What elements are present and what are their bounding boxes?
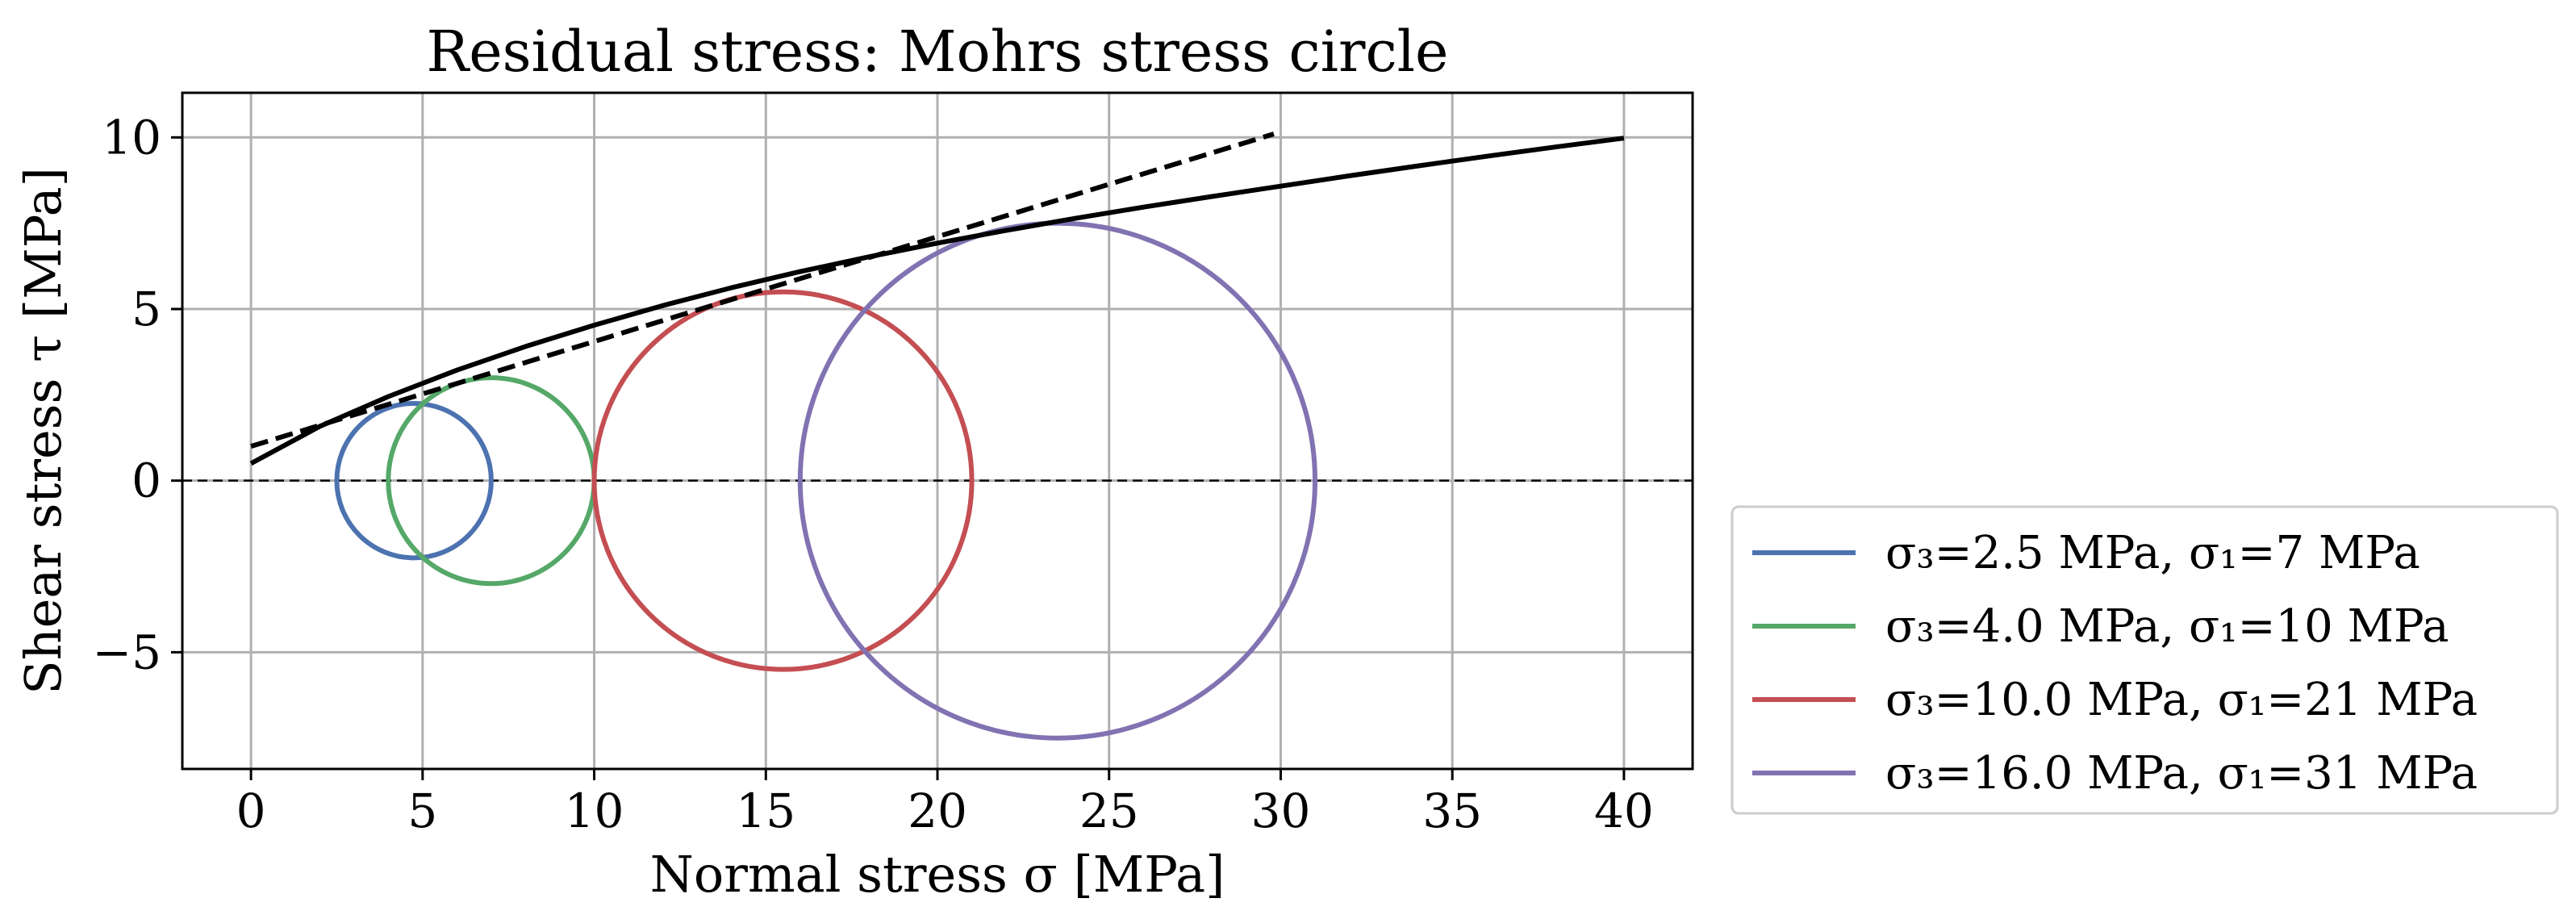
legend-label-4: σ₃=16.0 MPa, σ₁=31 MPa: [1885, 747, 2478, 800]
y-tick-label: 0: [132, 453, 161, 508]
y-tick-label: −5: [93, 625, 162, 679]
legend-box: [1731, 505, 2559, 815]
legend: σ₃=2.5 MPa, σ₁=7 MPa σ₃=4.0 MPa, σ₁=10 MP…: [1731, 505, 2559, 815]
x-tick-label: 40: [1594, 783, 1654, 838]
x-tick-label: 10: [565, 783, 624, 838]
grid-lines: [182, 93, 1693, 769]
x-tick-layer: 0 5 10 15 20 25 30 35 40: [236, 769, 1654, 838]
x-tick-label: 35: [1422, 783, 1482, 838]
y-axis-label: Shear stress τ [MPa]: [14, 167, 73, 695]
y-tick-layer: −5 0 5 10: [93, 110, 182, 679]
legend-items: σ₃=2.5 MPa, σ₁=7 MPa σ₃=4.0 MPa, σ₁=10 MP…: [1752, 527, 2478, 800]
x-tick-label: 25: [1079, 783, 1139, 838]
mohr-circle-1: [334, 400, 494, 561]
x-tick-label: 15: [736, 783, 795, 838]
legend-label-1: σ₃=2.5 MPa, σ₁=7 MPa: [1885, 527, 2420, 579]
failure-envelope-curve: [249, 136, 1625, 466]
linear-envelope-dashed: [250, 132, 1275, 449]
x-tick-label: 20: [908, 783, 967, 838]
x-tick-label: 0: [236, 783, 266, 838]
chart-title: Residual stress: Mohrs stress circle: [427, 19, 1449, 85]
mohr-circle-3: [591, 289, 975, 672]
x-tick-label: 5: [407, 783, 437, 838]
x-axis-label: Normal stress σ [MPa]: [650, 845, 1225, 904]
x-tick-label: 30: [1251, 783, 1311, 838]
legend-label-2: σ₃=4.0 MPa, σ₁=10 MPa: [1885, 600, 2449, 653]
y-tick-label: 5: [132, 282, 161, 336]
legend-label-3: σ₃=10.0 MPa, σ₁=21 MPa: [1885, 674, 2478, 726]
y-tick-label: 10: [102, 110, 161, 165]
envelope-layer: [249, 132, 1625, 466]
